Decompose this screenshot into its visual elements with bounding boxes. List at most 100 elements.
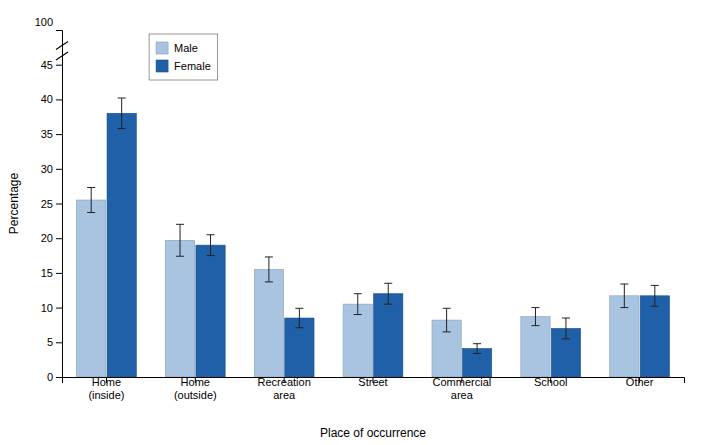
x-axis-title: Place of occurrence [320, 426, 426, 440]
y-tick-label: 25 [41, 198, 53, 210]
error-bar [265, 257, 273, 282]
error-bar [295, 308, 303, 327]
error-cap [651, 306, 659, 307]
error-cap [207, 234, 215, 235]
error-bar [176, 224, 184, 256]
error-line [388, 283, 389, 304]
annotation: 100 [35, 16, 53, 28]
error-line [624, 284, 625, 308]
x-tick: Other [626, 376, 654, 388]
error-cap [562, 318, 570, 319]
error-bar [531, 308, 539, 326]
error-line [180, 224, 181, 256]
x-tick: Home(outside) [174, 376, 217, 401]
y-tick: 40 [41, 93, 62, 105]
error-line [477, 344, 478, 354]
error-bar [562, 318, 570, 339]
x-tick-label: Home(outside) [174, 376, 217, 401]
legend-label: Female [174, 60, 211, 72]
y-tick: 35 [41, 128, 62, 140]
legend-swatch [156, 42, 168, 54]
chart: Home(inside) Home(outside) Recreationarea S… [0, 0, 704, 445]
marks [77, 98, 670, 377]
error-line [210, 235, 211, 256]
error-cap [118, 128, 126, 129]
y-tick: 25 [41, 198, 62, 210]
error-cap [443, 308, 451, 309]
x-axis: Home(inside) Home(outside) Recreationarea S… [63, 376, 685, 401]
error-cap [384, 304, 392, 305]
x-tick-label: Commercialarea [433, 376, 492, 401]
y-tick-mark [56, 308, 62, 309]
series [107, 98, 669, 377]
legend: Male Female [149, 34, 218, 80]
error-cap [265, 256, 273, 257]
y-axis-title: Percentage [7, 172, 21, 234]
legend-label: Male [174, 42, 198, 54]
legend-item: Male [156, 42, 198, 54]
error-line [268, 257, 269, 282]
y-tick-label: 30 [41, 163, 53, 175]
error-line [565, 318, 566, 339]
error-cap [620, 284, 628, 285]
error-cap [562, 338, 570, 339]
x-tick-label: School [534, 376, 568, 388]
error-line [654, 285, 655, 306]
legend-frame [149, 34, 218, 80]
error-cap [207, 255, 215, 256]
error-line [357, 294, 358, 315]
error-cap [295, 327, 303, 328]
error-bar [384, 283, 392, 304]
error-line [535, 308, 536, 326]
x-tick-label: Home(inside) [88, 376, 124, 401]
y-tick-label: 40 [41, 93, 53, 105]
y-tick: 15 [41, 267, 62, 279]
bar [521, 317, 550, 377]
y-tick-label: 35 [41, 128, 53, 140]
y-tick-mark [56, 238, 62, 239]
x-tick: Street [358, 376, 387, 388]
x-tick-label: Recreationarea [258, 376, 311, 401]
bar [254, 269, 283, 377]
error-cap [651, 285, 659, 286]
legend-item: Female [156, 60, 211, 72]
bar [196, 245, 225, 377]
y-tick-label: 20 [41, 232, 53, 244]
error-bar [87, 188, 95, 213]
x-tick: School [534, 376, 568, 388]
error-cap [473, 353, 481, 354]
x-tick-label: Street [358, 376, 387, 388]
y-axis: 0 5 10 15 20 25 30 35 40 45 [41, 31, 63, 384]
error-bar [651, 285, 659, 306]
y-tick: 45 [41, 59, 62, 71]
error-cap [531, 307, 539, 308]
y-tick-label: 10 [41, 302, 53, 314]
error-bar [473, 344, 481, 354]
y-tick-mark [56, 342, 62, 343]
y-tick-mark [56, 134, 62, 135]
error-cap [354, 314, 362, 315]
x-tick: Commercialarea [433, 376, 492, 401]
bar [610, 296, 639, 377]
error-line [299, 308, 300, 327]
bar [640, 296, 669, 377]
axis-break [56, 42, 68, 60]
y-tick-mark [56, 204, 62, 205]
y-tick: 0 [47, 371, 62, 383]
x-tick: Recreationarea [258, 376, 311, 401]
y-tick: 20 [41, 232, 62, 244]
y-tick-label: 15 [41, 267, 53, 279]
plot: Home(inside) Home(outside) Recreationarea S… [7, 16, 685, 440]
error-bar [118, 98, 126, 129]
bar [77, 200, 106, 377]
error-cap [176, 256, 184, 257]
error-cap [176, 224, 184, 225]
error-cap [384, 283, 392, 284]
bar [374, 294, 403, 377]
legend-swatch [156, 60, 168, 72]
y-tick: 5 [47, 336, 62, 348]
y-tick-label: 0 [47, 371, 53, 383]
series [77, 188, 639, 377]
error-cap [265, 281, 273, 282]
y-axis-line [56, 31, 63, 378]
